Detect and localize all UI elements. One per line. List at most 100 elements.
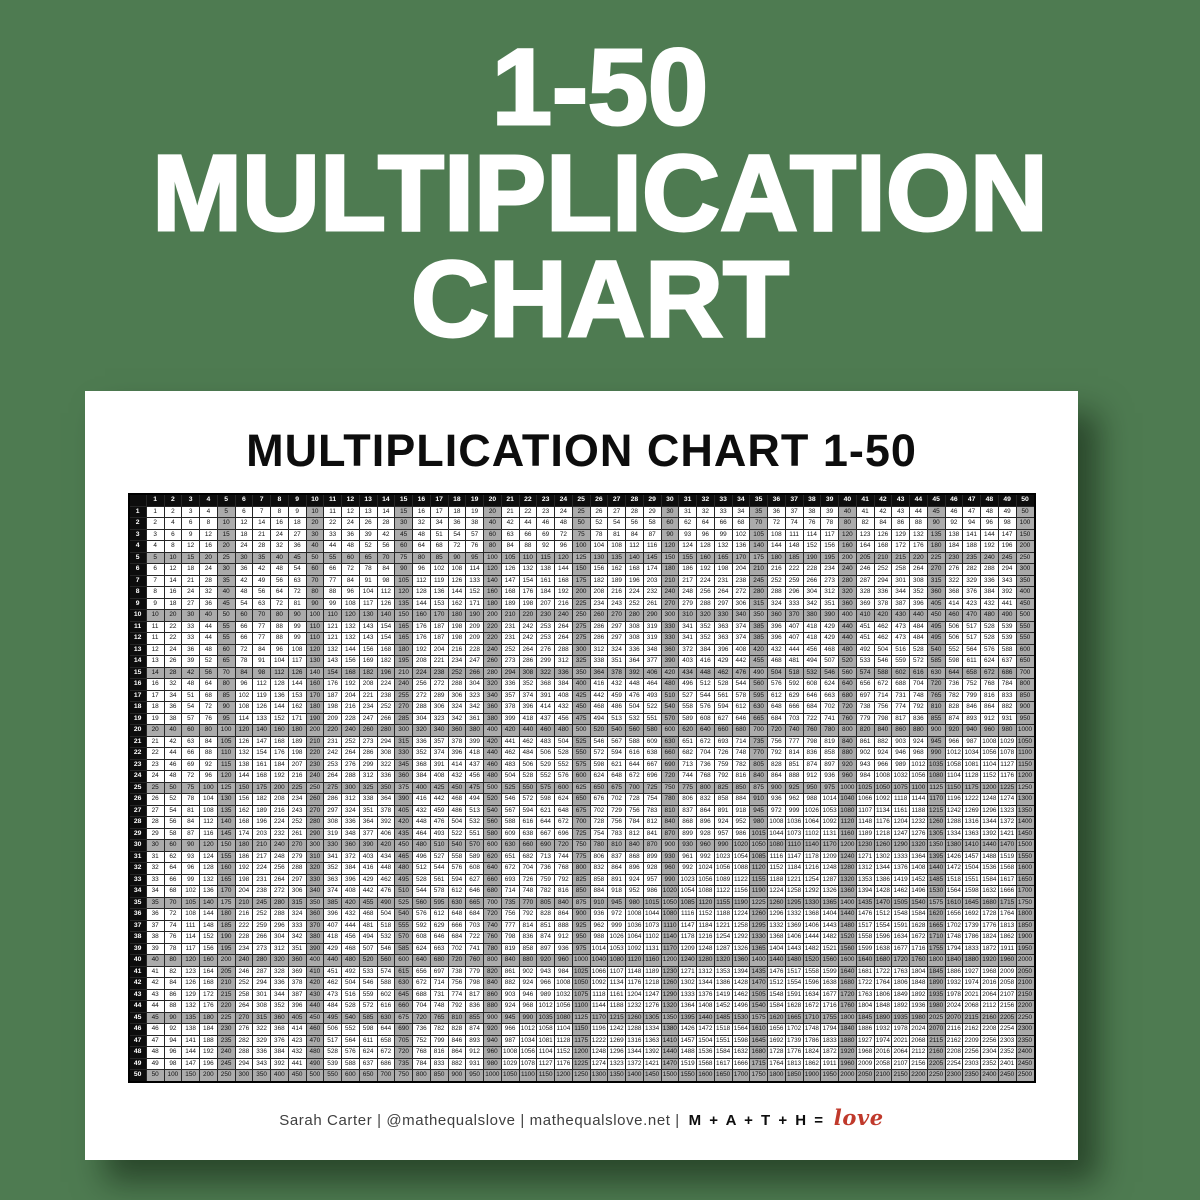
product-cell: 72 bbox=[554, 528, 573, 541]
product-cell: 225 bbox=[216, 1011, 236, 1024]
product-cell: 1150 bbox=[536, 1069, 555, 1082]
product-cell: 810 bbox=[447, 1011, 467, 1024]
product-cell: 11 bbox=[145, 632, 165, 645]
product-cell: 2064 bbox=[980, 988, 999, 1001]
product-cell: 480 bbox=[554, 724, 573, 737]
product-cell: 858 bbox=[589, 873, 609, 886]
product-cell: 539 bbox=[997, 620, 1017, 633]
product-cell: 686 bbox=[997, 666, 1017, 679]
product-cell: 600 bbox=[554, 781, 573, 794]
product-cell: 234 bbox=[358, 701, 378, 714]
product-cell: 220 bbox=[323, 724, 342, 737]
product-cell: 1395 bbox=[926, 850, 946, 863]
product-cell: 175 bbox=[571, 574, 591, 587]
product-cell: 836 bbox=[802, 747, 822, 760]
product-cell: 2205 bbox=[997, 1011, 1017, 1024]
product-cell: 1472 bbox=[944, 862, 964, 875]
product-cell: 84 bbox=[341, 574, 360, 587]
product-cell: 816 bbox=[731, 770, 751, 783]
product-cell: 280 bbox=[625, 609, 644, 622]
product-cell: 350 bbox=[1015, 574, 1035, 587]
product-cell: 1599 bbox=[820, 965, 839, 978]
product-cell: 391 bbox=[429, 758, 449, 771]
product-cell: 1462 bbox=[891, 885, 910, 898]
product-cell: 216 bbox=[767, 563, 786, 576]
product-cell: 54 bbox=[447, 528, 467, 541]
product-cell: 1645 bbox=[962, 896, 981, 909]
product-cell: 722 bbox=[465, 931, 484, 944]
product-cell: 9 bbox=[181, 528, 200, 541]
product-cell: 84 bbox=[873, 517, 893, 530]
product-cell: 92 bbox=[199, 758, 218, 771]
product-cell: 672 bbox=[696, 735, 715, 748]
product-cell: 308 bbox=[625, 620, 644, 633]
product-cell: 55 bbox=[323, 551, 342, 564]
product-cell: 550 bbox=[1015, 632, 1035, 645]
product-cell: 837 bbox=[678, 804, 697, 817]
product-cell: 286 bbox=[518, 655, 538, 668]
product-cell: 1122 bbox=[731, 873, 751, 886]
product-cell: 319 bbox=[323, 827, 342, 840]
product-cell: 2116 bbox=[944, 1023, 964, 1036]
product-cell: 176 bbox=[323, 678, 342, 691]
product-cell: 66 bbox=[234, 620, 254, 633]
product-cell: 1148 bbox=[855, 816, 875, 829]
product-cell: 1813 bbox=[997, 919, 1017, 932]
product-cell: 36 bbox=[181, 643, 200, 656]
product-cell: 1558 bbox=[855, 931, 875, 944]
product-cell: 1150 bbox=[944, 781, 964, 794]
product-cell: 2150 bbox=[891, 1069, 910, 1082]
product-cell: 184 bbox=[199, 1023, 218, 1036]
product-cell: 752 bbox=[962, 678, 981, 691]
product-cell: 782 bbox=[944, 689, 964, 702]
product-cell: 812 bbox=[625, 827, 644, 840]
product-cell: 28 bbox=[625, 505, 644, 518]
product-cell: 780 bbox=[589, 839, 609, 852]
product-cell: 1932 bbox=[873, 1023, 893, 1036]
product-cell: 138 bbox=[944, 528, 964, 541]
product-cell: 25 bbox=[571, 505, 591, 518]
product-cell: 84 bbox=[234, 666, 254, 679]
product-cell: 960 bbox=[696, 839, 715, 852]
product-cell: 504 bbox=[500, 770, 520, 783]
product-cell: 672 bbox=[554, 816, 573, 829]
product-cell: 208 bbox=[412, 655, 431, 668]
product-cell: 455 bbox=[749, 655, 768, 668]
table-row: 4 4 8 12 16 20 24 28 32 36 40 44 48 52 56 60 64 68 72 76 80 8… bbox=[128, 540, 1035, 553]
product-cell: 1 bbox=[145, 505, 165, 518]
product-cell: 138 bbox=[536, 563, 555, 576]
table-row: 49 49 98 147 196 245 294 343 392 441 490 539 588 637 6… bbox=[128, 1057, 1035, 1070]
product-cell: 640 bbox=[838, 678, 857, 691]
product-cell: 1920 bbox=[980, 954, 999, 967]
product-cell: 276 bbox=[234, 1023, 254, 1036]
product-cell: 1054 bbox=[678, 885, 697, 898]
product-cell: 322 bbox=[376, 758, 396, 771]
product-cell: 18 bbox=[234, 528, 254, 541]
product-cell: 595 bbox=[749, 689, 768, 702]
product-cell: 440 bbox=[838, 620, 857, 633]
product-cell: 308 bbox=[518, 666, 538, 679]
product-cell: 95 bbox=[216, 712, 236, 725]
product-cell: 1080 bbox=[554, 1011, 573, 1024]
product-cell: 506 bbox=[944, 632, 964, 645]
product-cell: 1088 bbox=[696, 885, 715, 898]
product-cell: 1364 bbox=[909, 850, 928, 863]
product-cell: 725 bbox=[642, 781, 662, 794]
product-cell: 1428 bbox=[731, 977, 751, 990]
product-cell: 897 bbox=[536, 942, 555, 955]
col-header: 25 bbox=[571, 493, 591, 507]
product-cell: 165 bbox=[713, 551, 733, 564]
col-header: 34 bbox=[731, 493, 751, 507]
product-cell: 1344 bbox=[980, 816, 999, 829]
product-cell: 559 bbox=[891, 655, 910, 668]
product-cell: 1200 bbox=[838, 839, 857, 852]
product-cell: 1120 bbox=[696, 896, 715, 909]
product-cell: 1000 bbox=[571, 954, 591, 967]
product-cell: 102 bbox=[731, 528, 751, 541]
product-cell: 300 bbox=[394, 724, 413, 737]
product-cell: 2064 bbox=[891, 1046, 910, 1059]
product-cell: 45 bbox=[145, 1011, 165, 1024]
product-cell: 117 bbox=[287, 655, 307, 668]
product-cell: 440 bbox=[518, 724, 538, 737]
row-header: 6 bbox=[128, 563, 147, 576]
